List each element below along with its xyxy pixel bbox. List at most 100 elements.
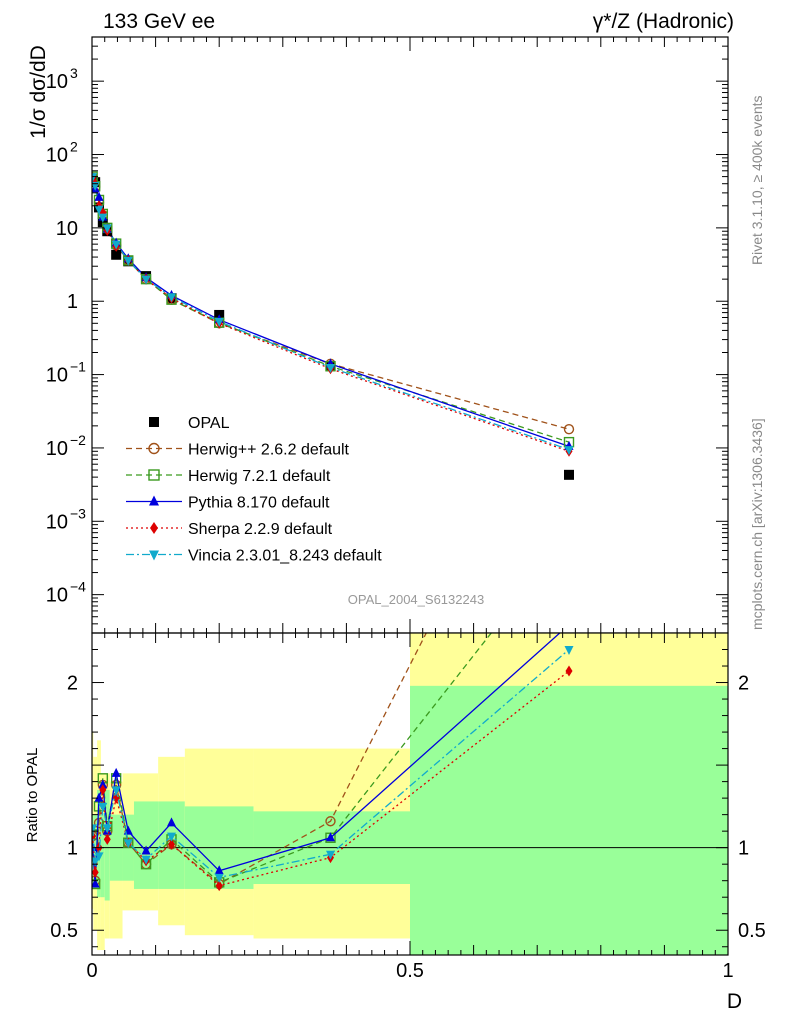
mc-point	[214, 317, 224, 327]
main-y-tick-label: 10	[46, 438, 68, 460]
ratio-y-tick-label-right: 0.5	[738, 920, 766, 942]
ratio-point	[92, 857, 100, 867]
ratio-y-tick-label: 2	[67, 673, 78, 695]
analysis-watermark: OPAL_2004_S6132243	[348, 592, 484, 607]
ratio-point	[98, 779, 108, 789]
green-band-bin	[104, 789, 110, 901]
ratio-point	[141, 845, 151, 855]
ratio-series-group	[92, 633, 574, 892]
legend-label: Pythia 8.170 default	[188, 495, 330, 512]
main-series-group	[92, 171, 575, 480]
mc-point	[98, 213, 108, 223]
legend-opal-marker	[149, 417, 159, 427]
main-y-tick-label: 10	[46, 145, 68, 167]
legend-label: Herwig 7.2.1 default	[188, 468, 331, 485]
ratio-point	[92, 878, 100, 888]
main-y-tick-label: 10	[46, 365, 68, 387]
ratio-point	[111, 767, 121, 777]
ratio-point	[98, 802, 108, 812]
ratio-series-line	[92, 633, 561, 885]
legend-label: Herwig++ 2.6.2 default	[188, 442, 350, 459]
mc-point	[102, 224, 112, 234]
mc-point	[94, 191, 104, 201]
mc-point	[167, 293, 176, 303]
main-y-tick-label: 10	[56, 218, 78, 240]
ratio-y-tick-label-right: 1	[738, 838, 749, 860]
ratio-point	[94, 792, 104, 802]
main-y-tick-label: 1	[67, 291, 78, 313]
ratio-point	[92, 866, 99, 878]
legend-marker	[148, 442, 160, 455]
x-tick-label: 0.5	[396, 960, 424, 982]
mc-point	[111, 240, 121, 250]
ratio-y-axis-label: Ratio to OPAL	[24, 748, 41, 843]
legend-marker	[150, 522, 158, 534]
opal-data-point	[111, 249, 122, 260]
green-band-bin	[100, 814, 105, 898]
legend-marker	[148, 469, 160, 481]
mc-point	[92, 173, 98, 183]
opal-data-point	[564, 469, 574, 480]
main-y-tick-exponent: −3	[70, 505, 86, 521]
x-axis-label: D	[727, 990, 742, 1013]
ratio-y-tick-label: 1	[67, 838, 78, 860]
ratio-point	[326, 850, 335, 860]
ratio-point	[102, 824, 112, 834]
ratio-point	[103, 833, 111, 845]
rivet-version-label: Rivet 3.1.10, ≥ 400k events	[749, 95, 765, 265]
main-y-tick-exponent: 2	[70, 139, 78, 155]
green-band-bin	[93, 814, 98, 889]
mc-series-line	[92, 177, 570, 430]
ratio-point	[325, 816, 336, 827]
x-tick-label: 1	[722, 960, 733, 982]
ratio-point	[167, 817, 176, 827]
ratio-plot-area: 0 0.5 10.5 0.51 12 2	[50, 632, 766, 982]
ratio-point	[564, 646, 574, 656]
mc-series-line	[92, 181, 570, 447]
main-y-tick-exponent: −4	[70, 579, 86, 595]
mc-point	[123, 256, 133, 266]
ratio-series-line	[92, 670, 570, 887]
green-band-bin	[133, 801, 159, 889]
mc-point	[141, 275, 151, 285]
mcplots-credit-label: mcplots.cern.ch [arXiv:1306.3436]	[749, 418, 765, 630]
ratio-point	[94, 852, 104, 862]
green-band-bin	[410, 685, 728, 955]
mc-series-line	[92, 176, 570, 451]
mc-series-line	[92, 176, 570, 443]
plot-title-right: γ*/Z (Hadronic)	[593, 10, 734, 33]
main-y-tick-exponent: 3	[70, 65, 78, 81]
ratio-y-tick-label-right: 2	[738, 673, 749, 695]
ratio-point	[215, 880, 223, 892]
ratio-point	[111, 786, 121, 796]
ratio-point	[214, 873, 224, 883]
legend-label: Vincia 2.3.01_8.243 default	[188, 548, 382, 565]
ratio-point	[565, 665, 573, 677]
mc-point	[563, 424, 575, 435]
ratio-point	[167, 832, 176, 842]
mc-point	[326, 363, 335, 373]
mc-point	[564, 446, 574, 456]
main-y-tick-label: 10	[46, 71, 68, 93]
main-y-tick-label: 10	[46, 511, 68, 533]
plot-title-left: 133 GeV ee	[103, 10, 215, 33]
main-y-tick-exponent: −1	[70, 359, 86, 375]
ratio-point	[214, 865, 224, 875]
legend-marker	[149, 495, 159, 506]
ratio-point	[123, 839, 133, 849]
legend: OPAL Herwig++ 2.6.2 default Herwig 7.2.1 d…	[126, 415, 382, 565]
ratio-point	[326, 832, 335, 842]
mc-point	[94, 205, 104, 215]
main-y-axis-label: 1/σ dσ/dD	[27, 45, 50, 139]
main-y-tick-label: 10	[46, 585, 68, 607]
ratio-uncertainty-bands	[92, 633, 728, 955]
legend-label: Sherpa 2.2.9 default	[188, 521, 333, 538]
legend-marker	[149, 550, 159, 561]
ratio-y-tick-label: 0.5	[50, 920, 78, 942]
ratio-point	[99, 784, 107, 796]
ratio-point	[141, 855, 151, 865]
legend-opal-label: OPAL	[188, 415, 230, 432]
ratio-point	[168, 838, 175, 850]
